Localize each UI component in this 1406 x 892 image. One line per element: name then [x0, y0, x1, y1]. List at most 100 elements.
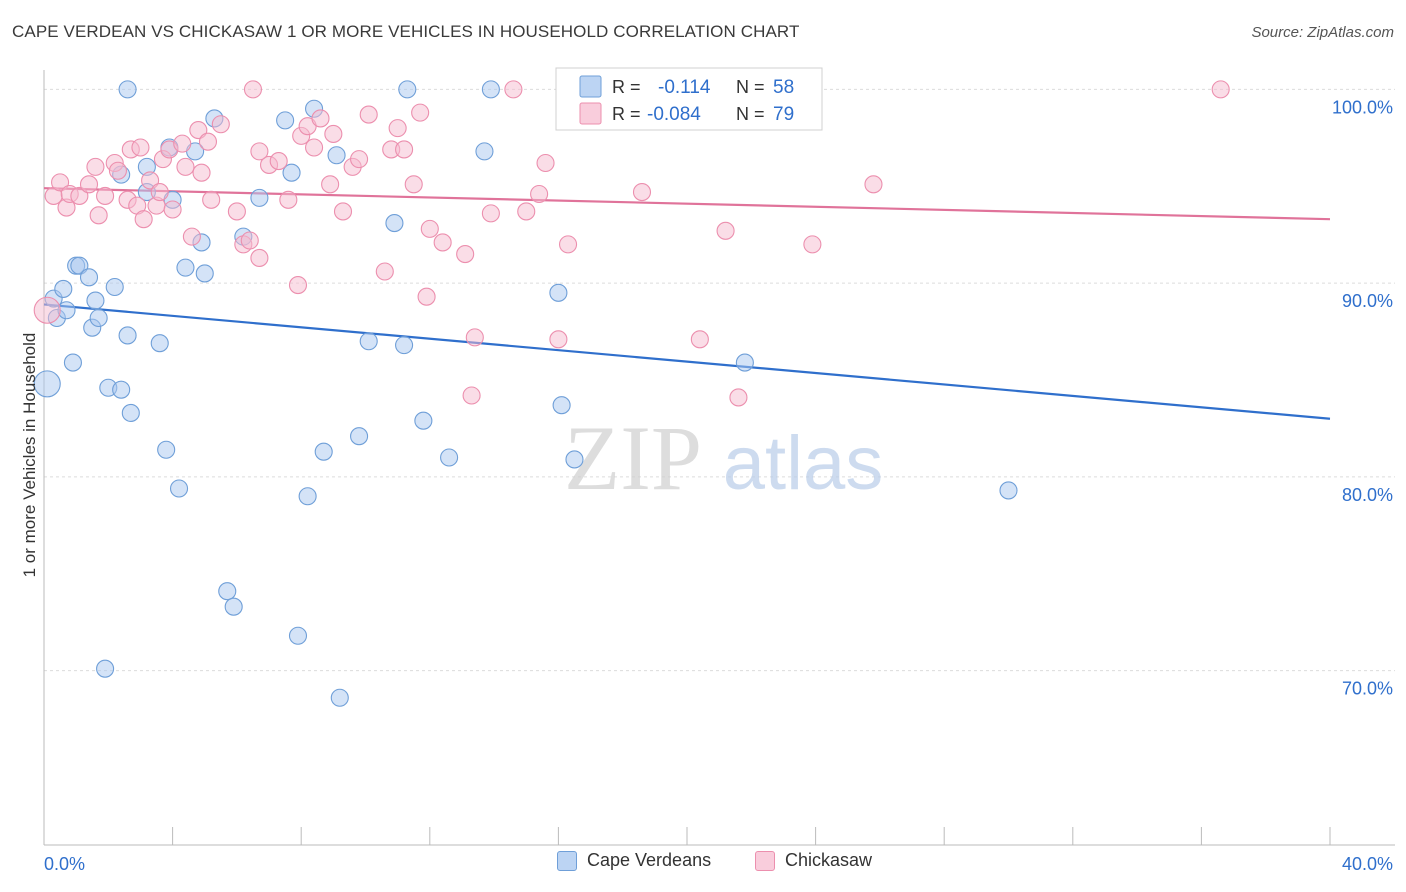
cape-verdean-point: [250, 188, 269, 207]
chickasaw-point: [632, 183, 652, 202]
chickasaw-point: [321, 175, 340, 194]
chickasaw-point: [269, 152, 288, 171]
chickasaw-point: [333, 202, 353, 221]
chickasaw-point: [131, 138, 150, 157]
cape-verdean-point: [385, 214, 404, 233]
cape-verdean-point: [314, 442, 333, 461]
cape-verdean-point: [89, 308, 108, 328]
chickasaw-point: [864, 175, 883, 194]
legend-swatch-pink: [755, 850, 775, 871]
chickasaw-point: [86, 157, 105, 176]
cape-verdean-point: [440, 448, 459, 467]
legend-r-label: R =: [612, 104, 641, 124]
legend-r-value: -0.114: [658, 77, 711, 98]
chickasaw-point: [279, 190, 298, 209]
chickasaw-point: [1211, 80, 1230, 99]
chickasaw-point: [182, 227, 201, 246]
chickasaw-point: [481, 204, 500, 223]
cape-verdean-point: [398, 80, 417, 99]
chickasaw-point: [198, 132, 218, 151]
cape-verdean-point: [475, 142, 494, 161]
chickasaw-point: [33, 296, 61, 324]
legend-label: Chickasaw: [785, 850, 873, 870]
cape-verdean-point: [112, 380, 131, 399]
chickasaw-point: [465, 328, 484, 347]
legend-label: Cape Verdeans: [587, 850, 712, 870]
chickasaw-point: [536, 153, 555, 173]
cape-verdean-point: [195, 264, 214, 283]
chickasaw-point: [359, 105, 378, 124]
legend-n-value: 58: [773, 77, 794, 98]
cape-verdean-point: [552, 396, 571, 415]
chickasaw-point: [729, 388, 748, 407]
trend-lines: [43, 187, 1331, 420]
cape-verdean-point: [414, 411, 433, 430]
legend-r-value: -0.084: [647, 104, 701, 125]
y-tick-label: 80.0%: [1342, 485, 1393, 505]
watermark: ZIP atlas: [564, 407, 883, 509]
chickasaw-point: [202, 190, 221, 209]
chickasaw-point: [411, 103, 430, 122]
stats-legend: R = -0.114 N = 58 R = -0.084 N = 79: [555, 67, 823, 131]
chickasaw-point: [89, 206, 108, 225]
chickasaw-point: [530, 184, 549, 204]
cape-verdean-point: [999, 481, 1018, 500]
chickasaw-point: [96, 186, 115, 205]
cape-verdean-point: [735, 353, 754, 372]
tick-labels: 100.0% 90.0% 80.0% 70.0% 0.0% 40.0%: [44, 97, 1393, 874]
y-tick-label: 100.0%: [1332, 97, 1393, 117]
chickasaw-point: [243, 80, 263, 99]
chickasaw-point: [192, 163, 211, 182]
chickasaw-point: [395, 140, 414, 159]
chickasaw-point: [173, 134, 192, 153]
chickasaw-point: [227, 202, 246, 221]
cape-verdean-point: [121, 403, 140, 422]
cape-verdean-point: [86, 291, 105, 310]
chickasaw-point: [163, 200, 182, 219]
chickasaw-point: [558, 235, 578, 254]
cape-verdean-point: [33, 370, 61, 398]
chickasaw-point: [388, 119, 407, 138]
cape-verdean-trend-line: [43, 303, 1331, 420]
chickasaw-point: [350, 150, 369, 169]
legend-n-value: 79: [773, 104, 794, 125]
cape-verdean-point: [54, 279, 73, 298]
axes: [43, 70, 1395, 846]
cape-verdean-point: [288, 626, 308, 645]
watermark-atlas: atlas: [723, 421, 884, 506]
legend-item-cape-verdeans: Cape Verdeans: [557, 850, 711, 871]
chickasaw-point: [79, 175, 99, 194]
cape-verdean-point: [150, 334, 169, 353]
chickasaw-point: [404, 175, 423, 194]
cape-verdean-point: [218, 582, 237, 601]
chickasaw-point: [288, 276, 308, 295]
chickasaw-point: [420, 219, 439, 238]
source-label: Source: ZipAtlas.com: [1251, 24, 1394, 41]
cape-verdean-point: [327, 146, 346, 165]
chickasaw-point: [51, 173, 70, 192]
cape-verdean-point: [549, 283, 568, 302]
x-tick-label: 40.0%: [1342, 854, 1393, 874]
chickasaw-point: [690, 330, 709, 349]
cape-verdean-point: [118, 326, 137, 345]
chickasaw-point: [305, 138, 324, 157]
cape-verdean-point: [359, 332, 378, 351]
cape-verdean-point: [118, 80, 137, 99]
cape-verdean-point: [70, 256, 89, 275]
y-tick-label: 90.0%: [1342, 291, 1393, 311]
cape-verdean-point: [298, 487, 317, 506]
cape-verdean-point: [330, 688, 349, 707]
cape-verdean-point: [176, 258, 195, 277]
chickasaw-point: [375, 262, 394, 281]
chickasaw-point: [250, 248, 269, 267]
chickasaw-point: [504, 80, 523, 99]
cape-verdean-point: [63, 353, 82, 372]
legend-item-chickasaw: Chickasaw: [755, 850, 872, 871]
legend-swatch-pink: [579, 102, 602, 125]
chickasaw-point: [189, 121, 208, 140]
chickasaw-point: [311, 109, 330, 128]
watermark-zip: ZIP: [564, 407, 702, 509]
chickasaw-point: [517, 202, 536, 221]
legend-swatch-blue: [579, 75, 602, 98]
